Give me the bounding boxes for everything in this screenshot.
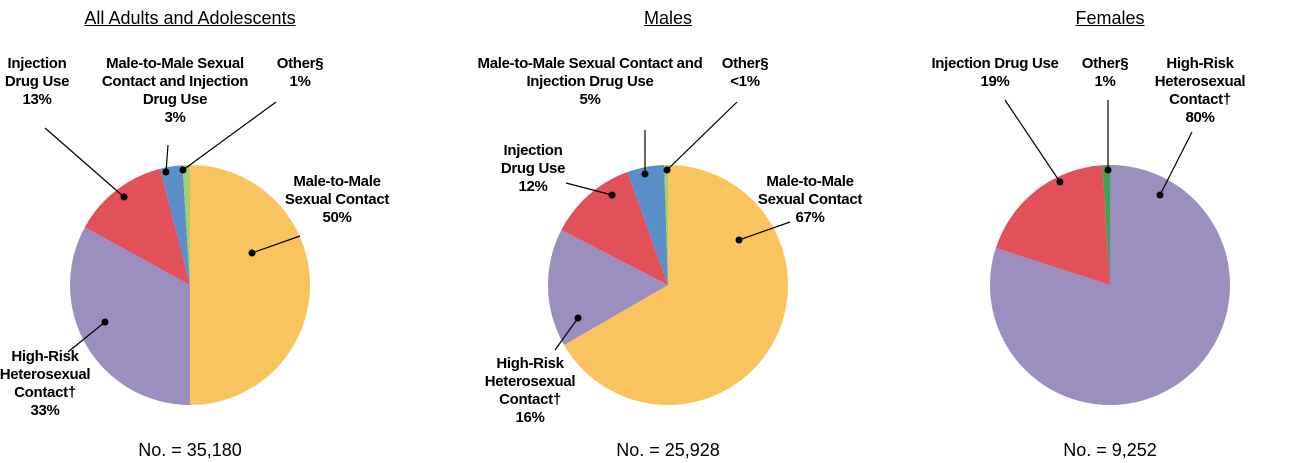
category-name: Male-to-Male Sexual Contact <box>284 173 390 208</box>
category-name: Other§ <box>1081 55 1129 72</box>
slice-label: High-Risk Heterosexual Contact† 33% <box>0 348 95 420</box>
leader-line <box>666 101 738 171</box>
category-name: Male-to-Male Sexual Contact and Injectio… <box>477 55 703 90</box>
slice-label: Other§ 1% <box>1075 55 1135 91</box>
leader-line <box>44 127 125 198</box>
leader-line <box>554 317 579 351</box>
category-name: Injection Drug Use <box>500 142 566 177</box>
leader-line <box>182 101 277 171</box>
leader-dot <box>608 191 616 199</box>
leader-line <box>738 221 791 241</box>
slice-label: Injection Drug Use 12% <box>498 142 568 196</box>
pie-slice <box>84 168 190 285</box>
category-name: Other§ <box>721 55 769 72</box>
value-label: 80% <box>1185 109 1215 126</box>
pie-slice <box>182 165 190 285</box>
value-label: 3% <box>164 109 186 126</box>
category-name: Other§ <box>276 55 324 72</box>
leader-dot <box>1156 191 1164 199</box>
leader-line <box>165 144 169 173</box>
value-label: 13% <box>22 91 52 108</box>
slice-label: Male-to-Male Sexual Contact and Injectio… <box>100 55 250 127</box>
value-label: 1% <box>289 73 311 90</box>
slice-label: Male-to-Male Sexual Contact 50% <box>282 173 392 227</box>
pie-slice <box>664 165 668 285</box>
category-name: High-Risk Heterosexual Contact† <box>484 355 576 408</box>
leader-dot <box>735 236 743 244</box>
slice-label: Injection Drug Use 13% <box>0 55 77 109</box>
pie-slice <box>160 165 190 285</box>
pie-slice <box>69 227 190 405</box>
leader-dot <box>179 166 187 174</box>
leader-dot <box>663 166 671 174</box>
pie-slice <box>190 165 310 405</box>
slice-label: Other§ <1% <box>715 55 775 91</box>
leader-dot <box>101 318 109 326</box>
pie-slice <box>561 172 668 285</box>
leader-line <box>1159 131 1193 196</box>
slice-label: Injection Drug Use 19% <box>915 55 1075 91</box>
category-name: High-Risk Heterosexual Contact† <box>0 348 91 401</box>
leader-dot <box>1104 166 1112 174</box>
slice-label: High-Risk Heterosexual Contact† 16% <box>480 355 580 427</box>
category-name: Injection Drug Use <box>931 55 1059 72</box>
pie-slice <box>990 165 1231 406</box>
leader-line <box>565 182 613 196</box>
slice-label: Other§ 1% <box>270 55 330 91</box>
leader-dot <box>120 193 128 201</box>
value-label: 33% <box>30 402 60 419</box>
chart-title: Males <box>643 8 693 28</box>
value-label: 19% <box>980 73 1010 90</box>
pie-slice <box>627 165 668 285</box>
footnote: No. = 9,252 <box>1063 440 1157 460</box>
chart-title: All Adults and Adolescents <box>84 8 296 28</box>
leader-dot <box>1056 178 1064 186</box>
footnote: No. = 25,928 <box>616 440 720 460</box>
leader-line <box>67 321 106 353</box>
value-label: <1% <box>730 73 760 90</box>
value-label: 12% <box>518 178 548 195</box>
category-name: Male-to-Male Sexual Contact and Injectio… <box>101 55 249 108</box>
leader-line <box>1004 99 1061 183</box>
pie-slice <box>564 165 789 405</box>
value-label: 5% <box>579 91 601 108</box>
category-name: Injection Drug Use <box>4 55 70 90</box>
chart-title: Females <box>1075 8 1145 28</box>
leader-dot <box>162 168 170 176</box>
slice-label: High-Risk Heterosexual Contact† 80% <box>1125 55 1275 127</box>
leader-dot <box>641 170 649 178</box>
category-name: Male-to-Male Sexual Contact <box>757 173 863 208</box>
footnote: No. = 35,180 <box>138 440 242 460</box>
pie-slice <box>1102 165 1110 285</box>
leader-line <box>251 235 301 254</box>
slice-label: Male-to-Male Sexual Contact 67% <box>755 173 865 227</box>
leader-dot <box>574 314 582 322</box>
category-name: High-Risk Heterosexual Contact† <box>1154 55 1246 108</box>
value-label: 16% <box>515 409 545 426</box>
value-label: 50% <box>322 209 352 226</box>
value-label: 67% <box>795 209 825 226</box>
leader-dot <box>248 249 256 257</box>
pie-slice <box>995 165 1110 285</box>
slice-label: Male-to-Male Sexual Contact and Injectio… <box>475 55 705 109</box>
value-label: 1% <box>1094 73 1116 90</box>
